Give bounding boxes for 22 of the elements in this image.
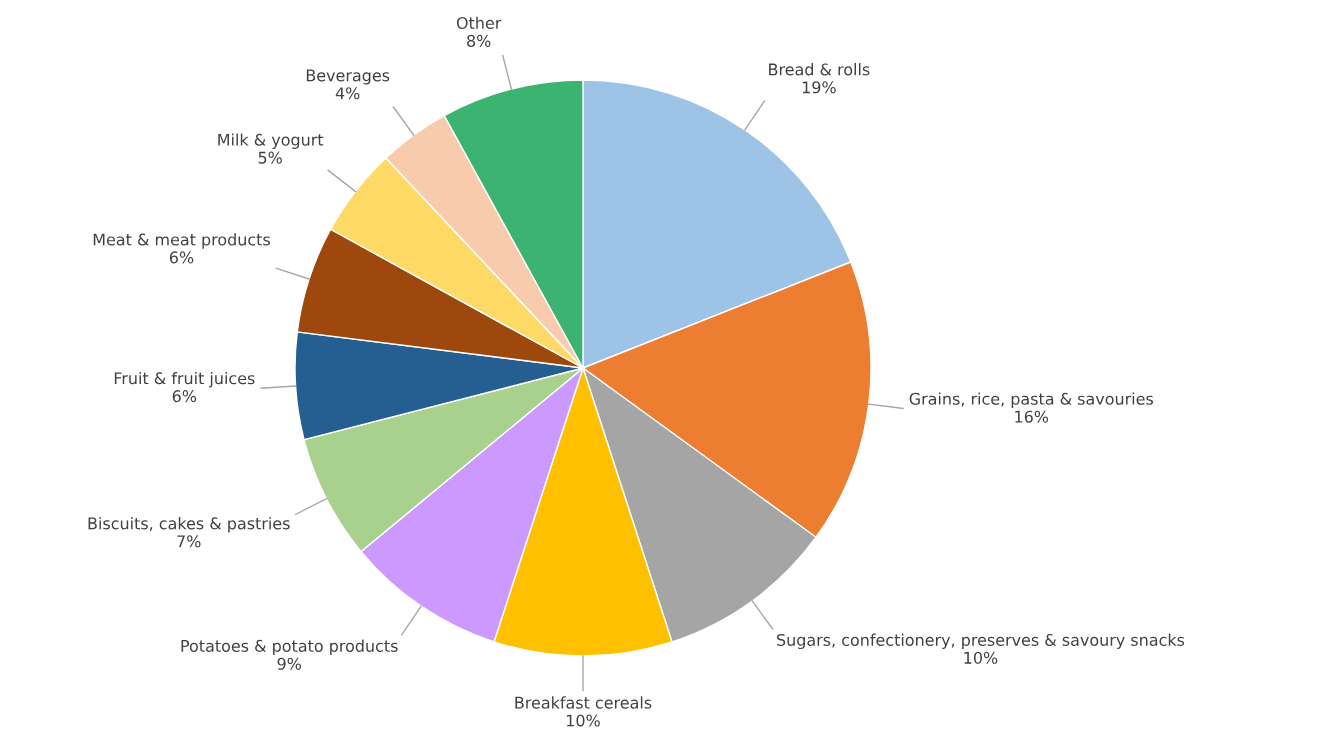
data-label: 10% (567, 714, 600, 727)
slice-label: Breakfast cereals (515, 696, 652, 709)
data-label: 9% (277, 657, 301, 670)
data-label: 19% (802, 81, 836, 94)
slice-label: Potatoes & potato products (181, 639, 398, 656)
data-label: 8% (467, 34, 491, 47)
slice-label: Biscuits, cakes & pastries (88, 517, 290, 533)
data-label: 10% (964, 651, 998, 664)
data-label: 4% (335, 87, 360, 100)
slice-label: Beverages (306, 69, 390, 85)
data-label: 5% (258, 151, 282, 164)
slice-label: Bread & rolls (769, 63, 870, 76)
slice-label: Sugars, confectionery, preserves & savoury snacks (777, 633, 1185, 650)
data-label: 7% (177, 535, 201, 548)
slice-label: Grains, rice, pasta & savouries (909, 392, 1153, 408)
slice-label: Milk & yogurt (218, 133, 324, 149)
slice-label: Fruit & fruit juices (114, 371, 255, 388)
slice-label: Other (456, 16, 502, 30)
slice-label: Meat & meat products (93, 233, 270, 249)
data-label: 6% (169, 251, 194, 264)
data-label: 6% (172, 390, 197, 403)
data-label: 16% (1015, 410, 1049, 423)
